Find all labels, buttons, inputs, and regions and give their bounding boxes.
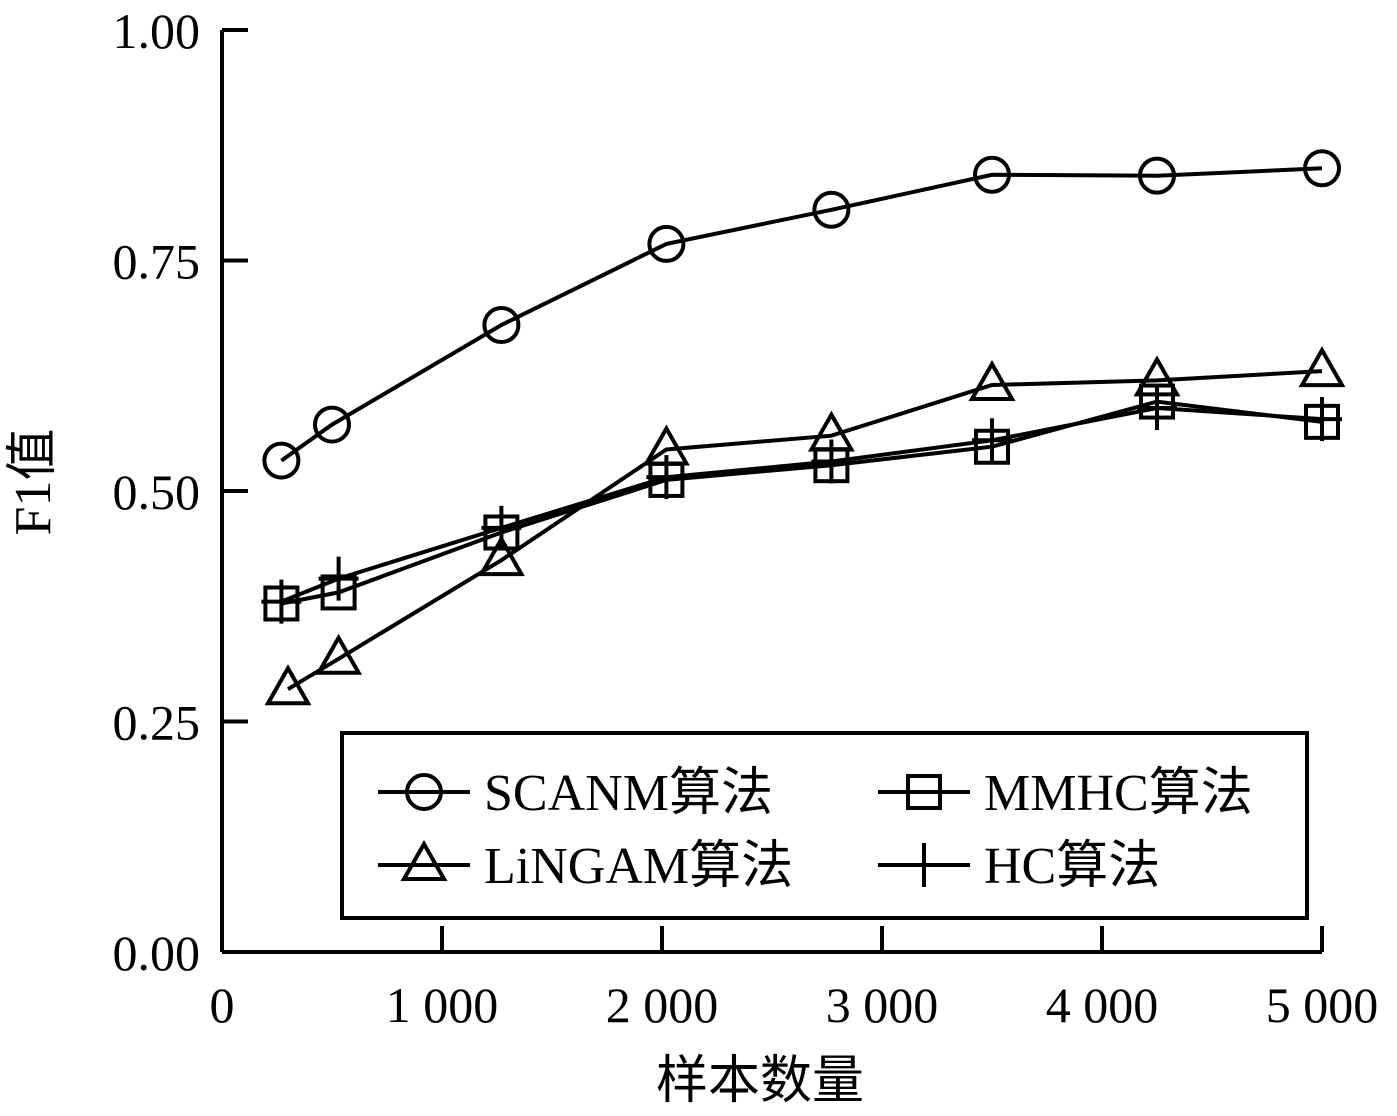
- legend-label: LiNGAM算法: [484, 838, 793, 895]
- x-tick-label: 1 000: [386, 977, 499, 1033]
- legend: SCANM算法 MMHC算法 LiNGAM算法 HC算法: [340, 731, 1309, 920]
- x-tick-label: 3 000: [826, 977, 939, 1033]
- triangle-marker: [968, 359, 1016, 401]
- legend-item: LiNGAM算法: [378, 838, 793, 895]
- triangle-marker: [400, 839, 448, 881]
- plus-marker: [811, 439, 852, 484]
- y-tick-label: 1.00: [113, 3, 201, 59]
- triangle-marker: [1298, 346, 1346, 388]
- axis-ticks: 0.00 0.25 0.50 0.75 1.00 0 1 000 2 000 3 000 4 00…: [113, 3, 1379, 1033]
- plus-marker: [904, 843, 944, 887]
- plus-marker: [481, 505, 522, 550]
- y-tick-label: 0.25: [113, 695, 201, 751]
- circle-marker: [647, 224, 686, 263]
- series-plus: [261, 386, 1342, 624]
- x-tick-label: 2 000: [606, 977, 719, 1033]
- circle-marker: [405, 773, 443, 811]
- series-square: [263, 383, 1340, 622]
- plus-marker: [261, 579, 302, 624]
- legend-item: HC算法: [878, 838, 1160, 895]
- circle-marker: [1138, 156, 1176, 195]
- plus-marker: [646, 455, 687, 500]
- triangle-marker: [315, 633, 363, 675]
- circle-marker: [1303, 149, 1341, 188]
- y-axis-title: F1值: [5, 429, 62, 536]
- legend-label: HC算法: [984, 838, 1160, 895]
- triangle-marker: [477, 535, 525, 577]
- legend-item: MMHC算法: [878, 765, 1253, 822]
- triangle-marker: [264, 664, 312, 706]
- series-line: [280, 405, 1323, 604]
- series-line: [281, 399, 1323, 606]
- legend-label: SCANM算法: [484, 765, 773, 822]
- series-triangle: [264, 346, 1346, 706]
- legend-frame: [340, 731, 1309, 920]
- circle-marker: [482, 306, 521, 345]
- x-axis-title: 样本数量: [656, 1053, 864, 1110]
- x-tick-label: 0: [210, 977, 235, 1033]
- plus-marker: [318, 556, 359, 601]
- plus-marker: [972, 418, 1012, 463]
- circle-marker: [313, 405, 351, 444]
- circle-marker: [262, 441, 301, 480]
- circle-marker: [973, 155, 1011, 194]
- plus-marker: [1137, 386, 1177, 431]
- series-layer: [261, 149, 1346, 706]
- y-tick-label: 0.75: [113, 234, 201, 290]
- legend-label: MMHC算法: [984, 765, 1253, 822]
- series-line: [280, 166, 1323, 463]
- x-tick-label: 4 000: [1046, 977, 1159, 1033]
- x-tick-label: 5 000: [1266, 977, 1379, 1033]
- y-tick-label: 0.00: [113, 925, 201, 981]
- square-marker: [906, 774, 942, 810]
- series-circle: [262, 149, 1341, 480]
- plus-marker: [1302, 397, 1342, 442]
- y-tick-label: 0.50: [113, 464, 201, 520]
- circle-marker: [812, 190, 851, 229]
- series-line: [286, 369, 1323, 691]
- legend-item: SCANM算法: [378, 765, 773, 822]
